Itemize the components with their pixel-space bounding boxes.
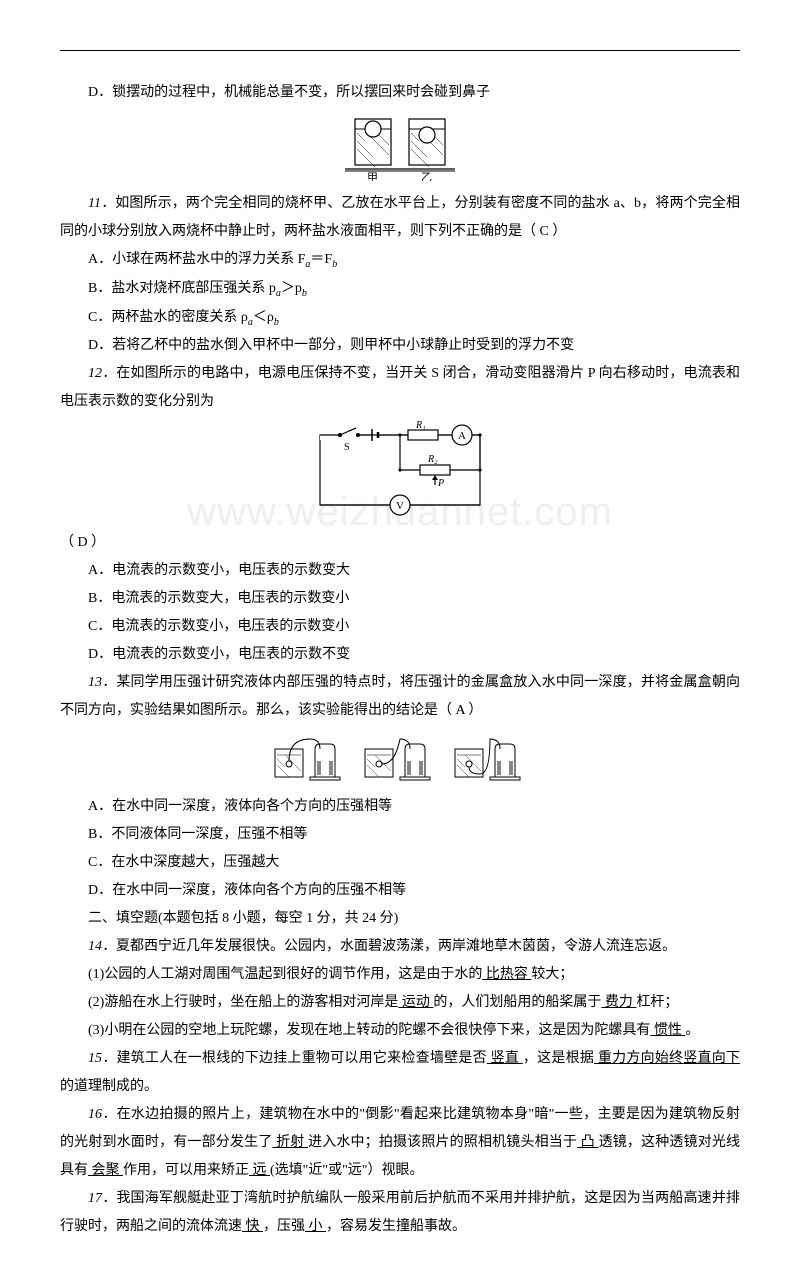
beaker-label-jia: 甲 xyxy=(367,172,378,181)
q10-option-d: D．锁摆动的过程中，机械能总量不变，所以摆回来时会碰到鼻子 xyxy=(60,79,740,107)
section-2-heading: 二、填空题(本题包括 8 小题，每空 1 分，共 24 分) xyxy=(60,905,740,933)
svg-text:S: S xyxy=(344,442,350,453)
svg-text:P: P xyxy=(437,478,444,489)
q14-sub3: (3)小明在公园的空地上玩陀螺，发现在地上转动的陀螺不会很快停下来，这是因为陀螺… xyxy=(60,1017,740,1045)
q16: 16．在水边拍摄的照片上，建筑物在水中的"倒影"看起来比建筑物本身"暗"一些，主… xyxy=(60,1101,740,1185)
q12-option-d: D．电流表的示数变小，电压表的示数不变 xyxy=(60,641,740,669)
figure-q13 xyxy=(60,729,740,789)
q13-option-c: C．在水中深度越大，压强越大 xyxy=(60,849,740,877)
q11-option-c: C．两杯盐水的密度关系 ρa＜ρb xyxy=(60,304,740,333)
figure-q12: S R₁ A xyxy=(60,420,740,525)
q17: 17．我国海军舰艇赴亚丁湾航时护航编队一般采用前后护航而不采用并排护航，这是因为… xyxy=(60,1185,740,1241)
q11-option-b: B．盐水对烧杯底部压强关系 pa＞pb xyxy=(60,275,740,304)
q14-stem: 14．夏都西宁近几年发展很快。公园内，水面碧波荡漾，两岸滩地草木茵茵，令游人流连… xyxy=(60,933,740,961)
q11-option-d: D．若将乙杯中的盐水倒入甲杯中一部分，则甲杯中小球静止时受到的浮力不变 xyxy=(60,332,740,360)
svg-text:R₁: R₁ xyxy=(415,420,426,431)
q14-sub1: (1)公园的人工湖对周围气温起到很好的调节作用，这是由于水的 比热容 较大； xyxy=(60,961,740,989)
q13-option-a: A．在水中同一深度，液体向各个方向的压强相等 xyxy=(60,793,740,821)
q12-stem: 12．在如图所示的电路中，电源电压保持不变，当开关 S 闭合，滑动变阻器滑片 P… xyxy=(60,360,740,416)
q12-answer: （ D ） xyxy=(60,529,740,557)
q13-option-b: B．不同液体同一深度，压强不相等 xyxy=(60,821,740,849)
q15: 15．建筑工人在一根线的下边挂上重物可以用它来检查墙壁是否 竖直 ，这是根据 重… xyxy=(60,1045,740,1101)
q11-stem: 11．如图所示，两个完全相同的烧杯甲、乙放在水平台上，分别装有密度不同的盐水 a… xyxy=(60,190,740,246)
q12-option-a: A．电流表的示数变小，电压表的示数变大 xyxy=(60,557,740,585)
figure-q11: 甲 乙 xyxy=(60,111,740,186)
q12-option-c: C．电流表的示数变小，电压表的示数变小 xyxy=(60,613,740,641)
svg-text:V: V xyxy=(396,500,404,512)
q13-option-d: D．在水中同一深度，液体向各个方向的压强不相等 xyxy=(60,877,740,905)
q11-option-a: A．小球在两杯盐水中的浮力关系 Fa＝Fb xyxy=(60,246,740,275)
q14-sub2: (2)游船在水上行驶时，坐在船上的游客相对河岸是 运动 的，人们划船用的船桨属于… xyxy=(60,989,740,1017)
q12-option-b: B．电流表的示数变大，电压表的示数变小 xyxy=(60,585,740,613)
svg-text:R₂: R₂ xyxy=(427,454,438,465)
q13-stem: 13．某同学用压强计研究液体内部压强的特点时，将压强计的金属盒放入水中同一深度，… xyxy=(60,669,740,725)
beaker-label-yi: 乙 xyxy=(421,171,432,181)
svg-text:A: A xyxy=(458,430,466,442)
